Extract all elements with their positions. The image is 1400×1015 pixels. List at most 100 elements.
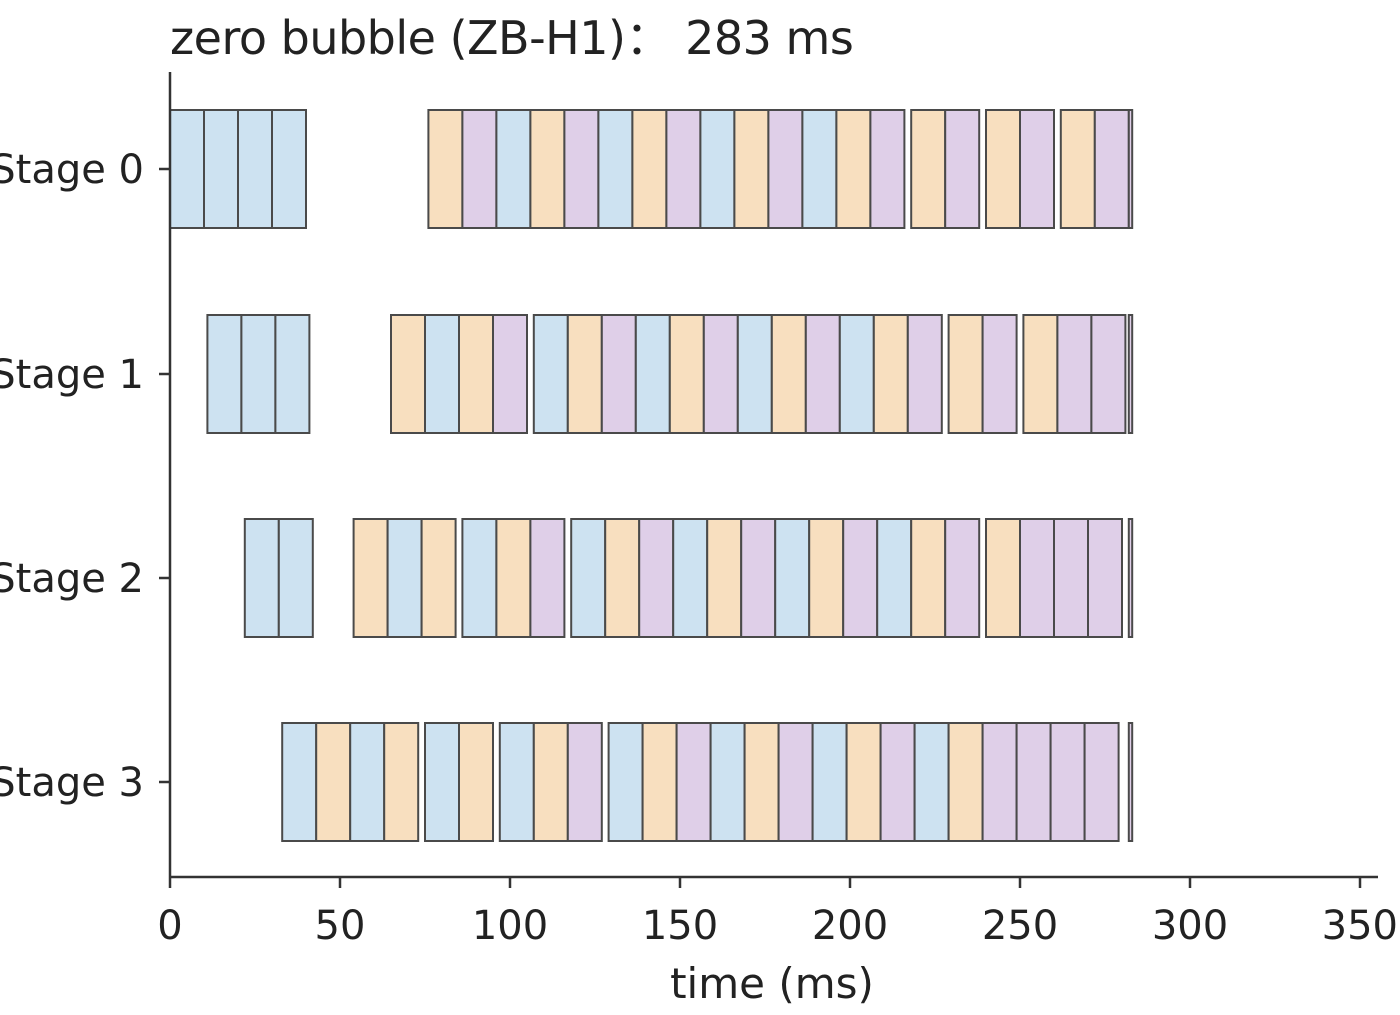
block-weight-grad xyxy=(869,109,906,229)
block-weight-grad xyxy=(665,109,702,229)
block-forward xyxy=(386,518,423,638)
block-weight-grad xyxy=(1083,722,1120,842)
block-forward xyxy=(243,518,280,638)
block-forward xyxy=(495,109,532,229)
block-backward xyxy=(315,722,352,842)
block-forward xyxy=(498,722,535,842)
block-weight-grad xyxy=(638,518,675,638)
block-forward xyxy=(532,314,569,434)
block-forward xyxy=(634,314,671,434)
block-backward xyxy=(706,518,743,638)
block-backward xyxy=(743,722,780,842)
block-weight-grad xyxy=(1019,109,1055,229)
y-tick-label: Stage 1 xyxy=(0,352,144,398)
block-weight-grad xyxy=(1087,518,1123,638)
block-backward xyxy=(529,109,566,229)
block-weight-grad xyxy=(563,109,600,229)
block-weight-grad xyxy=(1015,722,1052,842)
block-forward xyxy=(672,518,709,638)
block-forward xyxy=(699,109,736,229)
block-weight-grad xyxy=(944,518,981,638)
block-backward xyxy=(985,518,1021,638)
block-forward xyxy=(461,518,498,638)
block-forward xyxy=(838,314,875,434)
block-backward xyxy=(910,109,947,229)
y-tick-label: Stage 2 xyxy=(0,556,144,602)
block-backward xyxy=(352,518,389,638)
block-backward xyxy=(910,518,947,638)
block-backward xyxy=(985,109,1021,229)
block-backward xyxy=(604,518,641,638)
block-backward xyxy=(733,109,770,229)
x-tick-label: 350 xyxy=(1322,903,1398,949)
block-backward xyxy=(845,722,882,842)
block-backward xyxy=(668,314,705,434)
block-weight-grad xyxy=(675,722,712,842)
block-backward xyxy=(383,722,420,842)
block-backward xyxy=(390,314,426,434)
block-backward xyxy=(495,518,532,638)
block-weight-grad xyxy=(906,314,943,434)
block-forward xyxy=(736,314,773,434)
block-weight-grad xyxy=(1093,109,1130,229)
y-tick-label: Stage 3 xyxy=(0,760,144,806)
x-tick-label: 100 xyxy=(472,903,548,949)
block-weight-grad xyxy=(1127,314,1134,434)
block-forward xyxy=(281,722,318,842)
block-weight-grad xyxy=(1053,518,1089,638)
block-weight-grad xyxy=(944,109,981,229)
block-forward xyxy=(240,314,277,434)
block-forward xyxy=(913,722,950,842)
x-tick-label: 150 xyxy=(642,903,718,949)
blocks-layer xyxy=(169,109,1134,842)
chart-title: zero bubble (ZB-H1)： 283 ms xyxy=(170,11,854,65)
axes-layer: Stage 0 Stage 1 Stage 2 Stage 3 0 50 100 150 200… xyxy=(0,72,1398,949)
block-weight-grad xyxy=(566,722,603,842)
block-weight-grad xyxy=(1127,722,1134,842)
block-backward xyxy=(458,314,494,434)
block-backward xyxy=(566,314,603,434)
block-forward xyxy=(607,722,644,842)
block-forward xyxy=(424,722,460,842)
block-forward xyxy=(169,109,205,229)
block-forward xyxy=(206,314,243,434)
block-weight-grad xyxy=(492,314,528,434)
block-forward xyxy=(203,109,239,229)
block-forward xyxy=(271,109,307,229)
block-backward xyxy=(947,722,984,842)
block-forward xyxy=(274,314,311,434)
block-backward xyxy=(641,722,678,842)
block-backward xyxy=(631,109,668,229)
block-backward xyxy=(420,518,457,638)
block-weight-grad xyxy=(842,518,879,638)
block-backward xyxy=(835,109,872,229)
block-backward xyxy=(427,109,464,229)
block-weight-grad xyxy=(804,314,841,434)
block-weight-grad xyxy=(702,314,739,434)
block-forward xyxy=(811,722,848,842)
block-forward xyxy=(349,722,386,842)
block-backward xyxy=(1059,109,1096,229)
block-backward xyxy=(770,314,807,434)
block-forward xyxy=(277,518,314,638)
x-tick-label: 50 xyxy=(315,903,366,949)
block-weight-grad xyxy=(981,314,1018,434)
block-weight-grad xyxy=(1127,518,1134,638)
block-backward xyxy=(947,314,984,434)
block-forward xyxy=(709,722,746,842)
block-forward xyxy=(876,518,913,638)
block-weight-grad xyxy=(981,722,1018,842)
block-weight-grad xyxy=(529,518,566,638)
block-backward xyxy=(532,722,569,842)
block-weight-grad xyxy=(879,722,916,842)
block-forward xyxy=(597,109,634,229)
block-weight-grad xyxy=(1127,109,1134,229)
block-forward xyxy=(570,518,607,638)
block-weight-grad xyxy=(600,314,637,434)
block-weight-grad xyxy=(1049,722,1086,842)
block-backward xyxy=(1022,314,1059,434)
block-weight-grad xyxy=(777,722,814,842)
block-backward xyxy=(458,722,494,842)
block-weight-grad xyxy=(1019,518,1055,638)
